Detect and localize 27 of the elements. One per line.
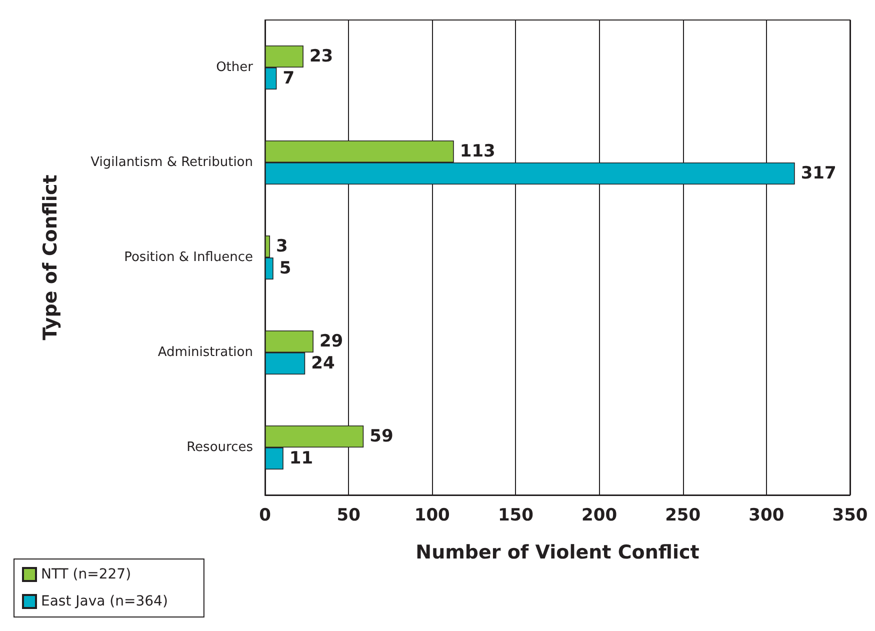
y-tick-label: Vigilantism & Retribution [90, 155, 253, 170]
x-tick-label: 150 [498, 506, 534, 526]
data-label: 29 [319, 332, 344, 352]
x-tick-label: 350 [832, 506, 868, 526]
data-label: 317 [800, 164, 836, 184]
data-label: 7 [282, 68, 295, 88]
x-tick-label: 50 [336, 506, 361, 526]
legend-label: East Java (n=364) [41, 594, 168, 610]
data-label: 11 [289, 448, 314, 468]
x-tick-label: 100 [414, 506, 450, 526]
y-tick-label: Position & Influence [124, 250, 253, 265]
y-tick-label: Other [216, 60, 254, 75]
x-tick-label: 200 [582, 506, 618, 526]
x-tick-label: 0 [259, 506, 272, 526]
data-label: 5 [279, 258, 292, 278]
data-label: 3 [276, 236, 288, 256]
data-label: 23 [309, 46, 334, 66]
x-tick-label: 300 [748, 506, 784, 526]
y-axis-title: Type of Conflict [40, 174, 62, 340]
y-tick-label: Administration [158, 345, 253, 360]
data-label: 113 [460, 142, 496, 162]
data-label: 59 [370, 426, 394, 446]
y-tick-label: Resources [186, 440, 254, 455]
x-tick-label: 250 [665, 506, 701, 526]
x-axis-title: Number of Violent Conflict [416, 542, 700, 564]
data-label: 24 [311, 354, 335, 374]
legend-label: NTT (n=227) [41, 566, 132, 582]
